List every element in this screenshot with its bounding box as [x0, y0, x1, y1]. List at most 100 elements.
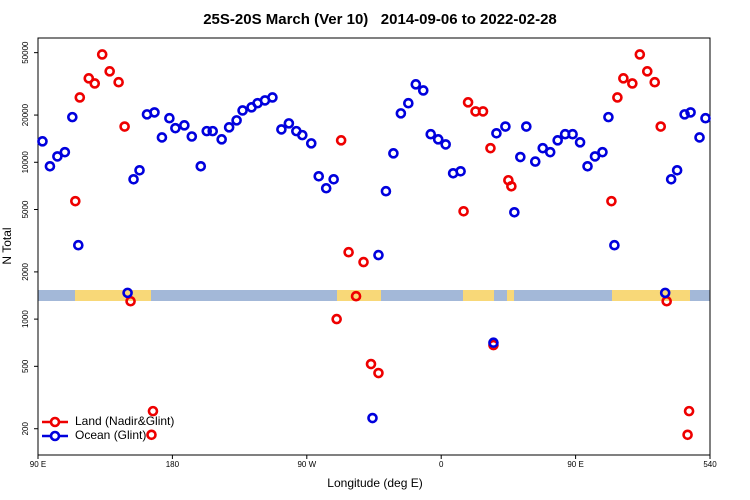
data-point — [506, 180, 517, 192]
data-point — [491, 128, 502, 139]
data-point — [147, 405, 159, 417]
data-point — [380, 185, 392, 197]
data-point — [603, 111, 614, 123]
y-tick-label: 1000 — [21, 310, 30, 328]
data-point — [462, 97, 474, 108]
data-point — [350, 290, 362, 302]
data-point — [52, 151, 63, 162]
data-point — [331, 313, 342, 325]
data-point — [122, 287, 133, 299]
data-point — [313, 170, 325, 182]
data-point — [128, 173, 139, 185]
data-point — [641, 66, 653, 77]
legend-label: Land (Nadir&Glint) — [75, 414, 174, 428]
data-point — [425, 128, 437, 140]
data-point — [500, 121, 511, 132]
data-point — [509, 206, 520, 218]
data-point — [170, 122, 181, 134]
x-tick-label: 540 — [703, 460, 717, 469]
data-point — [149, 107, 160, 118]
data-point — [521, 121, 532, 132]
data-point — [567, 128, 578, 140]
data-point — [96, 49, 108, 60]
data-point — [267, 92, 278, 103]
data-point — [164, 112, 175, 124]
x-axis-label: Longitude (deg E) — [327, 476, 422, 490]
data-point — [44, 160, 56, 172]
data-point — [552, 135, 563, 146]
data-point — [655, 121, 667, 132]
x-tick-label: 0 — [439, 460, 444, 469]
data-point — [627, 78, 638, 89]
data-point — [305, 138, 317, 149]
y-tick-label: 200 — [21, 422, 30, 436]
data-point — [661, 295, 672, 307]
data-point — [609, 239, 620, 251]
data-point — [682, 429, 693, 441]
data-point — [612, 92, 623, 103]
data-point — [488, 337, 499, 349]
x-tick-label: 90 W — [297, 460, 316, 469]
data-point — [665, 173, 677, 185]
data-point — [683, 405, 695, 417]
chart-title: 25S-20S March (Ver 10) 2014-09-06 to 202… — [203, 11, 557, 28]
data-point — [237, 105, 248, 116]
data-point — [358, 256, 369, 268]
data-point — [59, 146, 71, 158]
data-point — [597, 146, 608, 158]
plot-frame — [37, 37, 711, 456]
data-point — [679, 109, 690, 120]
data-point — [186, 131, 198, 142]
y-tick-label: 500 — [21, 359, 30, 373]
data-point — [179, 120, 190, 131]
data-point — [373, 249, 384, 261]
data-point — [119, 121, 130, 132]
data-point — [67, 111, 78, 123]
y-tick-label: 5000 — [21, 200, 30, 218]
legend-marker — [49, 430, 61, 442]
data-point — [89, 78, 101, 89]
data-point — [146, 429, 157, 441]
data-point — [515, 151, 526, 163]
data-point — [216, 134, 227, 145]
y-tick-label: 50000 — [21, 41, 30, 64]
data-point — [529, 156, 541, 167]
legend-label: Ocean (Glint) — [75, 428, 146, 442]
y-tick-label: 20000 — [21, 103, 30, 126]
data-point — [618, 73, 629, 84]
x-tick-label: 180 — [166, 460, 180, 469]
data-point — [458, 205, 469, 217]
x-tick-label: 90 E — [567, 460, 583, 469]
data-point — [37, 136, 48, 147]
data-point — [440, 139, 451, 150]
y-tick-label: 10000 — [21, 151, 30, 174]
y-axis-label: N Total — [0, 227, 14, 264]
y-tick-label: 2000 — [21, 262, 30, 280]
data-point — [671, 164, 683, 176]
data-point — [74, 92, 86, 103]
data-point — [125, 295, 136, 307]
data-point — [134, 164, 145, 176]
data-point — [70, 195, 81, 207]
data-point — [83, 73, 95, 84]
x-tick-label: 90 E — [30, 460, 46, 469]
map-strip — [38, 290, 710, 301]
data-point — [455, 165, 466, 177]
legend-marker — [49, 416, 61, 428]
data-point — [223, 122, 235, 133]
data-point — [388, 148, 399, 159]
data-point — [367, 412, 378, 424]
data-point — [477, 106, 489, 117]
data-point — [606, 195, 617, 207]
data-point — [343, 246, 354, 258]
data-point — [283, 118, 295, 129]
data-point — [700, 112, 711, 124]
data-point — [485, 142, 496, 154]
data-point — [403, 97, 414, 109]
data-point — [432, 134, 444, 145]
data-point — [634, 49, 646, 60]
data-point — [365, 358, 377, 370]
data-point — [582, 160, 593, 172]
data-point — [373, 367, 384, 379]
